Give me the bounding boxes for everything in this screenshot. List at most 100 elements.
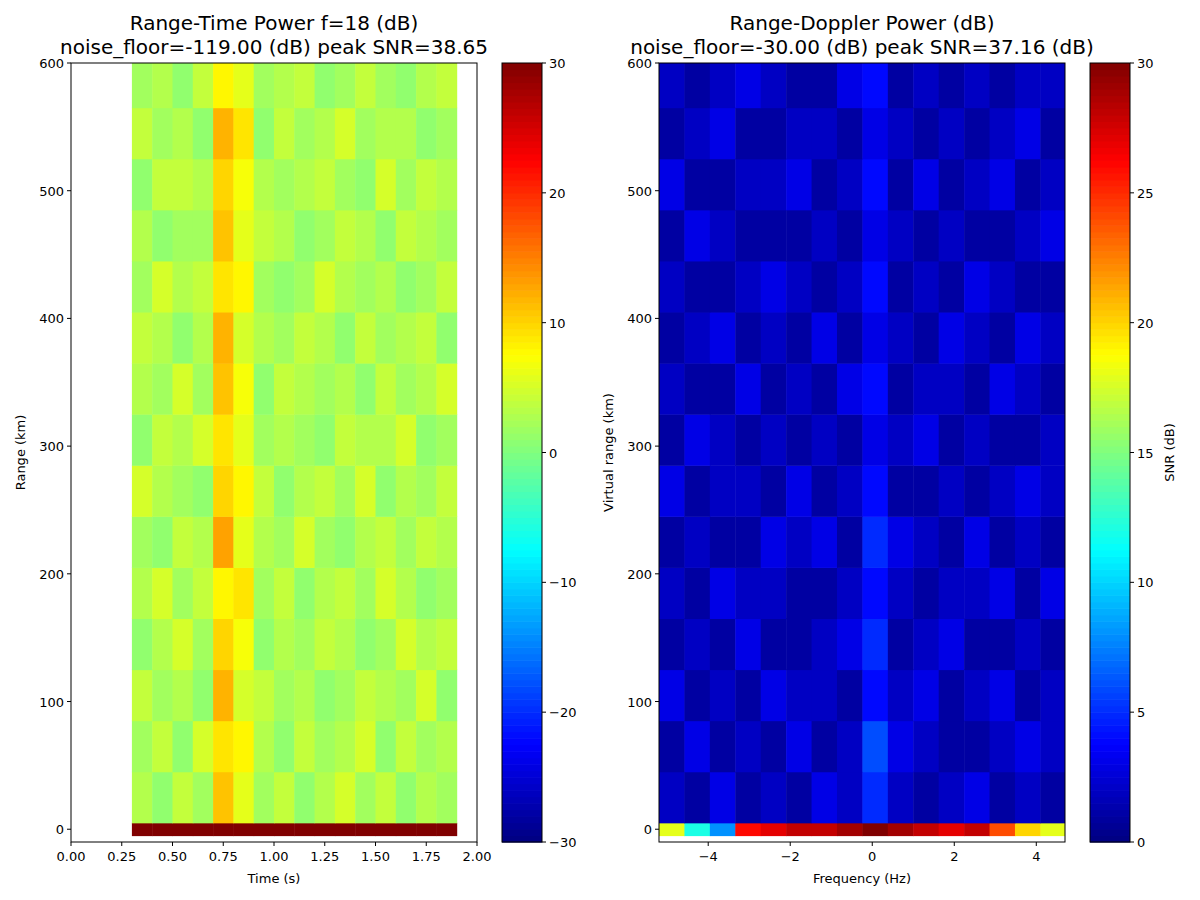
- y-tick: [655, 701, 659, 702]
- y-tick-label: 0: [644, 822, 652, 837]
- colorbar-slice: [1090, 115, 1130, 122]
- colorbar-tick: [1130, 63, 1134, 64]
- colorbar-slice: [502, 102, 542, 109]
- heatmap-cell: [939, 159, 965, 211]
- colorbar-slice: [1090, 530, 1130, 537]
- heatmap-cell: [396, 108, 417, 160]
- heatmap-cell: [990, 823, 1016, 836]
- heatmap-cell: [786, 721, 812, 773]
- colorbar-slice: [502, 310, 542, 317]
- heatmap-cell: [1040, 721, 1065, 773]
- heatmap-cell: [659, 567, 685, 619]
- heatmap-cell: [152, 465, 173, 517]
- heatmap-cell: [274, 363, 295, 415]
- heatmap-cell: [355, 261, 376, 313]
- heatmap-cell: [964, 465, 990, 517]
- heatmap-cell: [990, 721, 1016, 773]
- colorbar-slice: [502, 472, 542, 479]
- heatmap-cell: [132, 312, 153, 364]
- colorbar-slice: [502, 89, 542, 96]
- x-axis-label: Time (s): [247, 871, 301, 886]
- heatmap-cell: [355, 721, 376, 773]
- heatmap-cell: [1040, 772, 1065, 824]
- colorbar-slice: [502, 667, 542, 674]
- heatmap-cell: [233, 312, 254, 364]
- heatmap-cell: [152, 261, 173, 313]
- heatmap-cell: [786, 159, 812, 211]
- heatmap-cell: [274, 414, 295, 466]
- colorbar-slice: [502, 647, 542, 654]
- colorbar-slice: [1090, 738, 1130, 745]
- heatmap-cell: [786, 772, 812, 824]
- colorbar-slice: [1090, 771, 1130, 778]
- colorbar-tick-label: 20: [549, 186, 566, 201]
- heatmap-cell: [837, 823, 863, 836]
- colorbar-slice: [1090, 777, 1130, 784]
- heatmap-cell: [254, 721, 275, 773]
- heatmap-cell: [254, 619, 275, 671]
- colorbar-slice: [1090, 407, 1130, 414]
- x-tick: [274, 842, 275, 846]
- heatmap-cell: [213, 772, 234, 824]
- y-tick-label: 200: [627, 567, 652, 582]
- heatmap-cell: [761, 823, 787, 836]
- colorbar-slice: [502, 420, 542, 427]
- heatmap-cell: [173, 363, 194, 415]
- heatmap-cell: [862, 772, 888, 824]
- colorbar-tick-label: −20: [549, 705, 576, 720]
- x-tick: [477, 842, 478, 846]
- heatmap-cell: [862, 465, 888, 517]
- colorbar-slice: [1090, 504, 1130, 511]
- y-tick: [67, 190, 71, 191]
- heatmap-cell: [913, 772, 939, 824]
- x-tick-label: −4: [699, 849, 718, 864]
- colorbar-slice: [1090, 511, 1130, 518]
- heatmap-cell: [152, 516, 173, 568]
- colorbar-slice: [502, 589, 542, 596]
- heatmap-cell: [315, 721, 336, 773]
- heatmap-cell: [335, 63, 356, 108]
- heatmap-cell: [416, 823, 437, 836]
- colorbar-slice: [1090, 706, 1130, 713]
- colorbar-slice: [502, 706, 542, 713]
- heatmap-cell: [274, 772, 295, 824]
- colorbar-slice: [502, 453, 542, 460]
- heatmap-cell: [315, 261, 336, 313]
- colorbar-slice: [502, 485, 542, 492]
- heatmap-cell: [173, 108, 194, 160]
- heatmap-cell: [416, 465, 437, 517]
- heatmap-cell: [335, 670, 356, 722]
- heatmap-cell: [710, 823, 736, 836]
- heatmap-cell: [786, 312, 812, 364]
- colorbar-slice: [502, 212, 542, 219]
- colorbar-slice: [1090, 238, 1130, 245]
- colorbar-slice: [1090, 349, 1130, 356]
- heatmap-cell: [812, 261, 838, 313]
- heatmap-cell: [812, 210, 838, 262]
- colorbar-slice: [1090, 128, 1130, 135]
- heatmap-cell: [193, 619, 214, 671]
- y-tick-label: 600: [627, 56, 652, 71]
- y-tick: [67, 573, 71, 574]
- heatmap-cell: [193, 516, 214, 568]
- figure: Range-Time Power f=18 (dB)noise_floor=-1…: [0, 0, 1200, 900]
- heatmap-cell: [939, 772, 965, 824]
- heatmap-cell: [152, 63, 173, 108]
- heatmap-cell: [659, 63, 685, 108]
- colorbar-slice: [502, 751, 542, 758]
- heatmap-cell: [376, 823, 397, 836]
- heatmap-cell: [376, 721, 397, 773]
- colorbar-slice: [502, 219, 542, 226]
- heatmap-cell: [213, 619, 234, 671]
- colorbar-slice: [502, 758, 542, 765]
- heatmap-cell: [233, 823, 254, 836]
- heatmap-cell: [436, 108, 457, 160]
- x-tick-label: 1.25: [310, 849, 339, 864]
- heatmap-cell: [315, 516, 336, 568]
- heatmap-cell: [132, 823, 153, 836]
- heatmap-cell: [964, 516, 990, 568]
- colorbar-slice: [502, 401, 542, 408]
- heatmap-cell: [193, 772, 214, 824]
- heatmap-cell: [913, 619, 939, 671]
- heatmap-cell: [436, 363, 457, 415]
